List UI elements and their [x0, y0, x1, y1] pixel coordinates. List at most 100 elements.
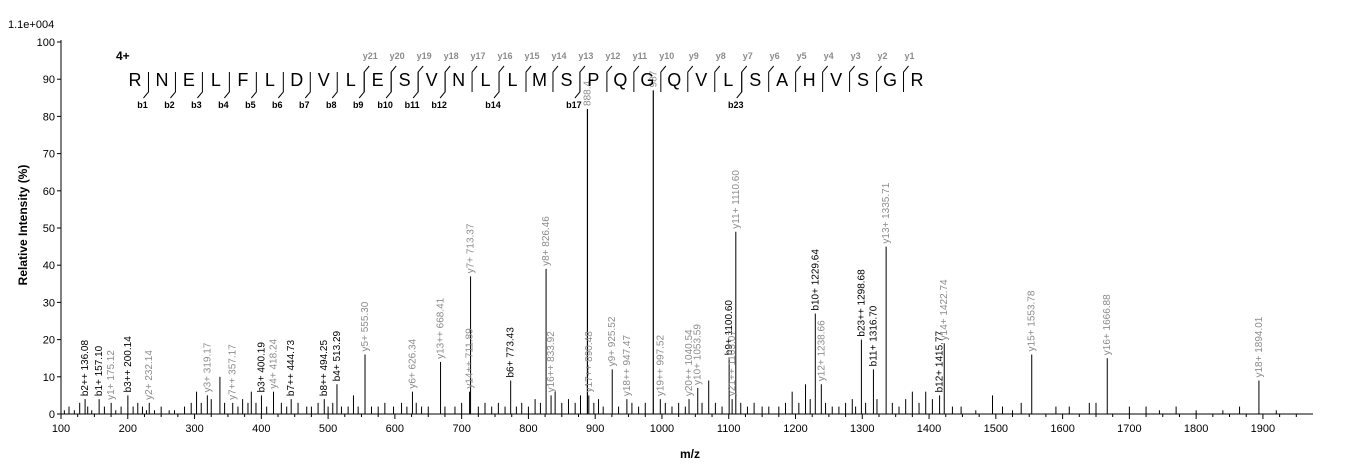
b-ion-label: b4 — [218, 100, 229, 110]
b-ion-label: b11 — [405, 100, 420, 110]
y-ion-bracket — [822, 65, 829, 92]
b-ion-label: b10 — [377, 100, 393, 110]
b-ion-bracket — [412, 72, 419, 99]
sequence-residue: N — [155, 70, 168, 90]
b-ion-label: b8 — [326, 100, 337, 110]
y-ion-label: y9 — [689, 51, 699, 61]
b-ion-bracket — [385, 72, 392, 99]
sequence-residue: S — [857, 70, 869, 90]
y-ion-label: y21 — [363, 51, 378, 61]
y-ion-label: y17 — [471, 51, 486, 61]
x-tick-label: 1000 — [650, 423, 674, 435]
peak-label: y18++ 947.47 — [622, 335, 633, 397]
b-ion-bracket — [223, 72, 230, 99]
y-ion-bracket — [444, 65, 451, 92]
x-tick-label: 600 — [386, 423, 404, 435]
sequence-residue: V — [830, 70, 842, 90]
y-ion-bracket — [903, 65, 909, 92]
peak-label: 888.4 — [582, 80, 593, 105]
peak-label: y13++ 668.41 — [436, 297, 447, 359]
peak-label: b11+ 1316.70 — [868, 305, 879, 366]
x-axis-title: m/z — [680, 447, 700, 461]
b-ion-bracket — [331, 72, 338, 99]
sequence-residue: S — [560, 70, 572, 90]
y-ion-label: y5 — [797, 51, 807, 61]
y-ion-label: y1 — [905, 51, 915, 61]
y-ion-bracket — [687, 65, 694, 92]
peak-label: y21++ 1105.07 — [727, 330, 738, 396]
y-ion-label: y8 — [716, 51, 726, 61]
y-ion-bracket — [633, 65, 640, 92]
y-tick-label: 100 — [37, 37, 55, 49]
peak-label: y11+ 1110.60 — [731, 170, 742, 229]
y-ion-bracket — [417, 65, 424, 92]
sequence-residue: Q — [667, 70, 681, 90]
y-ion-label: y20 — [390, 51, 405, 61]
peak-label: b9+ 1100.60 — [724, 300, 735, 356]
x-tick-label: 1200 — [783, 423, 807, 435]
y-ion-bracket — [795, 65, 802, 92]
x-tick-label: 900 — [586, 423, 604, 435]
y-ion-label: y2 — [878, 51, 888, 61]
x-tick-label: 1400 — [917, 423, 941, 435]
peak-label: y14++ 711.89 — [465, 328, 476, 389]
peak-label: y4+ 418.24 — [268, 338, 279, 388]
y-ion-bracket — [606, 65, 613, 92]
y-ion-label: y11 — [633, 51, 648, 61]
peak-label: b4+ 513.29 — [332, 330, 343, 381]
peak-label: y14+ 1422.74 — [939, 279, 950, 340]
b-ion-label: b5 — [245, 100, 256, 110]
x-tick-label: 1100 — [717, 423, 741, 435]
peak-label: b23++ 1298.68 — [856, 269, 867, 337]
y-tick-label: 80 — [43, 111, 55, 123]
y-ion-label: y7 — [743, 51, 753, 61]
peak-labels: b2++ 136.08 b1+ 157.10 y1+ 175.12 b3++ 200.… — [80, 70, 1265, 400]
peak-label: b3+ 400.19 — [256, 342, 267, 393]
sequence-residue: E — [183, 70, 195, 90]
x-tick-label: 200 — [119, 423, 137, 435]
y-ion-label: y6 — [770, 51, 780, 61]
peak-label: y7++ 357.17 — [228, 344, 239, 400]
y-ion-bracket — [579, 65, 586, 92]
x-tick-label: 1500 — [984, 423, 1008, 435]
b-ion-label: b14 — [485, 100, 501, 110]
sequence-residue: S — [399, 70, 411, 90]
b-ion-label: b12 — [431, 100, 447, 110]
peak-label: y3+ 319.17 — [202, 342, 213, 392]
y-ion-bracket — [876, 65, 882, 92]
y-tick-label: 20 — [43, 335, 55, 347]
peak-label: b7++ 444.73 — [286, 340, 297, 397]
b-ion-bracket — [574, 72, 581, 99]
peak-label: b10+ 1229.64 — [810, 249, 821, 311]
x-tick-label: 500 — [319, 423, 337, 435]
y-ion-label: y13 — [578, 51, 593, 61]
y-tick-label: 60 — [43, 186, 55, 198]
y-ion-label: y14 — [551, 51, 566, 61]
peak-label: y19++ 997.52 — [655, 335, 666, 397]
peptide-sequence: R N E L F L D V L E S V N L L M S P Q G Q V L S A H V S G Rb1 b2 b3 b4 b5… — [129, 51, 924, 110]
x-tick-label: 1300 — [850, 423, 874, 435]
charge-state-label: 4+ — [116, 49, 130, 63]
sequence-residue: L — [211, 70, 221, 90]
y-ion-bracket — [390, 65, 397, 92]
y-tick-label: 30 — [43, 297, 55, 309]
x-tick-label: 300 — [185, 423, 203, 435]
b-ion-bracket — [250, 72, 257, 99]
peak-label: b1+ 157.10 — [94, 345, 105, 396]
y-ion-bracket — [525, 65, 532, 92]
b-ion-label: b17 — [566, 100, 582, 110]
peak-label: b3++ 200.14 — [123, 336, 134, 393]
b-ion-label: b6 — [272, 100, 283, 110]
sequence-residue: S — [749, 70, 761, 90]
sequence-residue: G — [640, 70, 654, 90]
sequence-residue: F — [237, 70, 248, 90]
sequence-residue: V — [695, 70, 707, 90]
y-ion-bracket — [768, 65, 775, 92]
sequence-residue: L — [265, 70, 275, 90]
x-axis: 100 200 300 400 500 600 700 800 900 1000 1100 1200 1… — [52, 413, 1313, 435]
sequence-residue: L — [508, 70, 518, 90]
peak-label: b2++ 136.08 — [80, 340, 91, 397]
sequence-residue: P — [587, 70, 599, 90]
y-ion-bracket — [471, 65, 478, 92]
peak-label: 987 — [648, 70, 659, 87]
